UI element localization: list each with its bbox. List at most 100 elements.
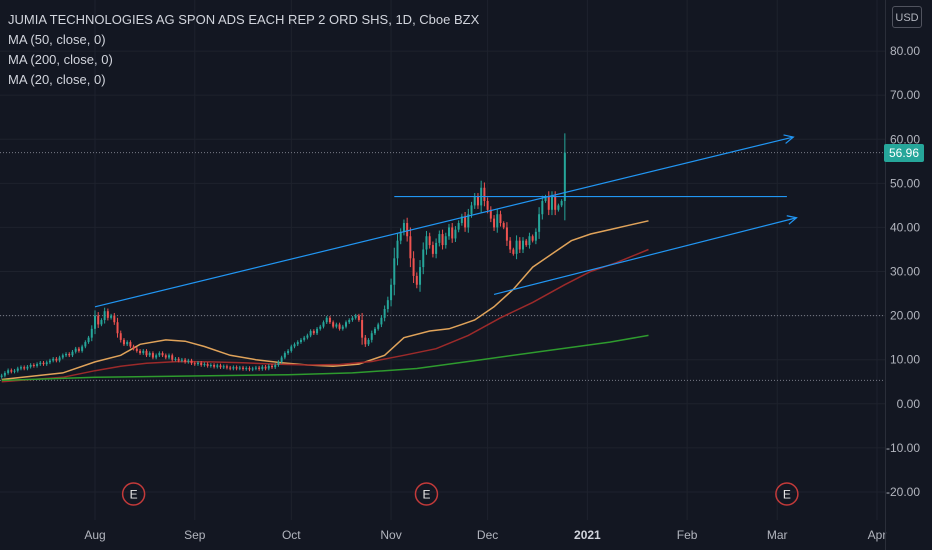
candle-body [135, 348, 138, 351]
candle-body [406, 223, 409, 237]
candle-body [219, 365, 222, 368]
earnings-marker[interactable]: E [775, 482, 799, 506]
candle-body [293, 344, 296, 347]
candle-body [0, 375, 3, 377]
candle-body [522, 240, 525, 250]
candle-body [328, 317, 331, 323]
candle-body [454, 229, 457, 239]
earnings-marker[interactable]: E [121, 482, 146, 506]
candle-body [393, 258, 396, 285]
candle-body [84, 342, 87, 347]
candle-body [122, 339, 125, 345]
candle-body [557, 205, 560, 210]
candle-body [158, 353, 161, 356]
candle-body [348, 320, 351, 323]
ma50-legend[interactable]: MA (50, close, 0) [8, 32, 106, 47]
ma-line [1, 248, 649, 383]
price-tick-label: -20.00 [886, 485, 920, 499]
candle-body [502, 223, 505, 228]
candle-body [61, 355, 64, 358]
candle-body [377, 324, 380, 329]
candle-body [287, 350, 290, 354]
candle-body [200, 362, 203, 365]
time-tick-label: Oct [282, 528, 301, 542]
ma200-legend[interactable]: MA (200, close, 0) [8, 52, 113, 67]
price-tick-label: 80.00 [890, 44, 920, 58]
candle-body [470, 205, 473, 215]
candle-body [26, 366, 29, 369]
candle-body [39, 362, 42, 365]
candle-body [277, 361, 280, 365]
candle-body [451, 227, 454, 239]
candle-body [232, 367, 235, 369]
candle-body [473, 196, 476, 206]
candle-body [261, 366, 264, 369]
candle-body [399, 231, 402, 241]
candle-body [290, 346, 293, 351]
candle-body [499, 214, 502, 224]
candle-body [370, 333, 373, 340]
candle-body [441, 234, 444, 246]
candle-body [196, 362, 199, 365]
time-tick-label: Sep [184, 528, 206, 542]
ma-line [1, 220, 649, 381]
currency-button[interactable]: USD [892, 6, 922, 28]
candle-body [486, 200, 489, 210]
ma20-legend[interactable]: MA (20, close, 0) [8, 72, 106, 87]
time-tick-label: Mar [767, 528, 788, 542]
trendline-annotations [94, 134, 798, 308]
candle-body [29, 364, 32, 367]
candle-body [380, 317, 383, 325]
candle-body [148, 353, 151, 356]
candle-body [322, 322, 325, 327]
earnings-circle [775, 482, 799, 506]
candle-body [544, 196, 547, 201]
candle-body [274, 364, 277, 368]
candle-body [518, 240, 521, 250]
candle-body [303, 337, 306, 340]
time-tick-label: 2021 [574, 528, 601, 542]
candle-body [209, 364, 212, 366]
candle-body [373, 328, 376, 334]
candle-body [174, 358, 177, 360]
price-tick-label: 70.00 [890, 88, 920, 102]
candle-body [383, 308, 386, 318]
candle-body [354, 315, 357, 318]
candle-body [457, 223, 460, 230]
time-tick-label: Dec [477, 528, 498, 542]
candle-body [361, 320, 364, 338]
candle-body [447, 227, 450, 237]
candle-body [36, 364, 39, 366]
candle-body [126, 342, 129, 345]
candle-body [100, 320, 103, 325]
symbol-title[interactable]: JUMIA TECHNOLOGIES AG SPON ADS EACH REP … [8, 12, 480, 27]
candle-body [283, 353, 286, 358]
candle-body [97, 315, 100, 325]
earnings-marker[interactable]: E [414, 482, 439, 506]
candle-body [550, 196, 553, 210]
candle-body [396, 240, 399, 259]
candle-body [332, 322, 335, 327]
candle-body [110, 315, 113, 318]
candle-body [531, 236, 534, 241]
candle-body [90, 328, 93, 338]
candle-body [180, 359, 183, 361]
time-tick-label: Nov [380, 528, 401, 542]
candle-body [151, 353, 154, 358]
candle-body [71, 351, 74, 356]
candle-body [528, 236, 531, 246]
candle-body [229, 367, 232, 369]
candle-body [3, 372, 6, 376]
candle-body [19, 367, 22, 369]
candle-body [106, 311, 109, 318]
candle-body [58, 357, 61, 361]
candle-body [415, 275, 418, 285]
candle-body [547, 196, 550, 210]
candle-body [319, 326, 322, 329]
candle-body [74, 348, 77, 352]
price-axis: -20.00 -10.00 0.00 10.00 20.00 30.00 40.00 50.0… [886, 44, 920, 499]
candle-body [65, 353, 68, 356]
candle-body [206, 364, 209, 366]
candle-body [238, 367, 241, 369]
